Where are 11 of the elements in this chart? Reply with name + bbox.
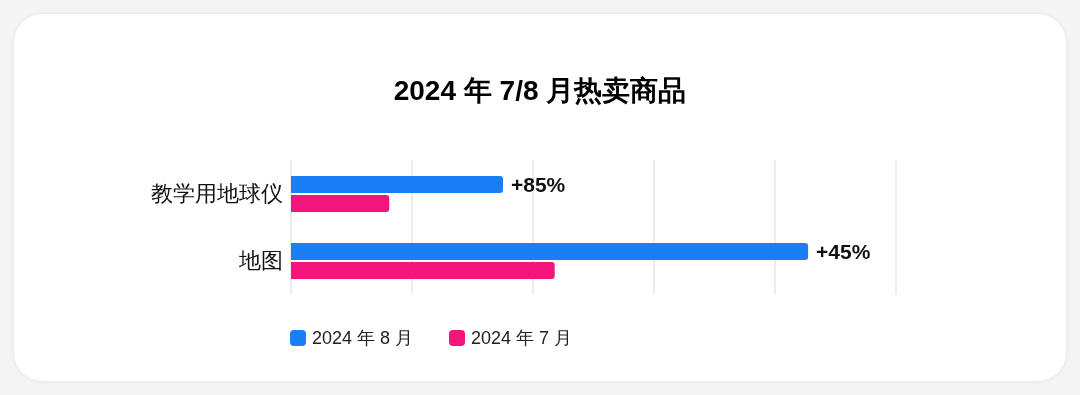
text: +45% — [816, 240, 871, 263]
legend-label: 2024 年 8 月 — [312, 327, 414, 350]
y-tick-label: 教学用地球仪 — [151, 181, 283, 207]
bar — [291, 195, 390, 212]
y-tick-label: 地图 — [238, 248, 283, 274]
bar — [291, 243, 809, 260]
annotation: +85% — [511, 173, 566, 196]
legend-label: 2024 年 7 月 — [471, 327, 573, 350]
bar — [291, 176, 504, 193]
chart-title: 2024 年 7/8 月热卖商品 — [392, 74, 688, 108]
bar — [291, 262, 555, 279]
